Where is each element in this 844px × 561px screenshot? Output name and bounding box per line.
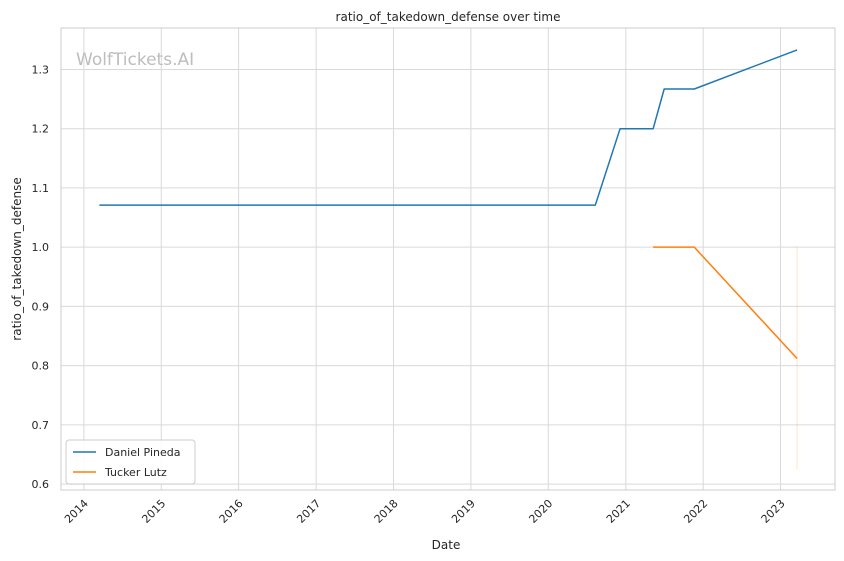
plot-background [61,28,835,490]
watermark: WolfTickets.AI [76,50,194,70]
y-tick-labels: 0.6 0.7 0.8 0.9 1.0 1.1 1.2 1.3 [32,63,50,491]
series-lines [99,49,798,360]
y-tick-label: 1.2 [32,123,50,136]
x-tick-label: 2023 [759,497,788,526]
y-tick-label: 1.1 [32,182,50,195]
legend-box [65,439,196,485]
x-tick-label: 2014 [62,497,91,526]
y-axis-title: ratio_of_takedown_defense [10,177,24,340]
series-line-tucker-lutz [653,246,798,360]
x-tick-label: 2021 [604,497,633,526]
y-tick-label: 0.6 [32,478,50,491]
x-tick-label: 2022 [681,497,710,526]
x-tick-label: 2015 [139,497,168,526]
x-axis-title: Date [432,538,461,552]
y-tick-label: 0.7 [32,419,50,432]
legend-label-daniel-pineda: Daniel Pineda [105,446,180,459]
y-tick-label: 0.9 [32,300,50,313]
y-tick-label: 1.0 [32,241,50,254]
x-tick-label: 2020 [526,497,555,526]
y-tick-label: 0.8 [32,360,50,373]
chart-title: ratio_of_takedown_defense over time [336,10,561,24]
y-tick-label: 1.3 [32,63,50,76]
legend-label-tucker-lutz: Tucker Lutz [104,466,167,479]
series-line-daniel-pineda [99,49,798,206]
x-tick-label: 2016 [217,497,246,526]
x-tick-label: 2017 [294,497,323,526]
plot-frame [60,27,836,491]
x-tick-label: 2019 [449,497,478,526]
legend: Daniel Pineda Tucker Lutz [65,439,196,485]
x-tick-label: 2018 [372,497,401,526]
x-gridlines [83,28,782,490]
x-tick-labels: 2014 2015 2016 2017 2018 2019 2020 2021 2022 2023 [62,497,788,526]
